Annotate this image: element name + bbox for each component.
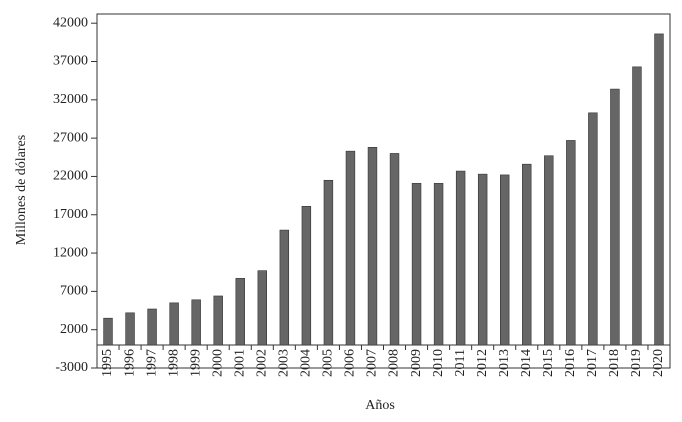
x-tick-label: 2001 [232,349,247,377]
x-tick-label: 2019 [629,349,644,377]
x-tick-label: 2006 [343,349,358,377]
x-tick-label: 2013 [497,349,512,377]
bar [433,183,444,346]
y-tick-label: 32000 [53,92,88,107]
y-tick-label: 2000 [60,322,88,337]
y-tick-label: 7000 [60,284,88,299]
x-tick-label: 2018 [607,349,622,377]
bar [500,174,510,346]
x-tick-label: 2011 [453,349,468,376]
bar [610,88,620,346]
x-tick-label: 1998 [166,349,181,377]
x-tick-label: 2007 [365,349,380,377]
bar [455,170,466,346]
x-tick-label: 1999 [188,349,203,377]
bar [279,229,290,346]
x-tick-label: 2005 [321,349,336,377]
x-tick-label: 2012 [475,349,490,377]
y-tick-label: -3000 [55,360,88,375]
x-tick-label: 1995 [100,349,115,377]
bar [389,153,400,346]
bar [191,299,201,346]
bar [345,150,356,346]
bar [566,140,576,346]
bar [522,163,532,346]
x-tick-label: 2010 [431,349,446,377]
x-tick-label: 2003 [277,349,292,377]
x-tick-label: 2000 [210,349,225,377]
bar [147,308,157,346]
plot-frame [96,13,671,369]
bar [544,155,554,346]
x-tick-label: 2015 [541,349,556,377]
bar [323,179,334,346]
y-tick-label: 17000 [53,207,88,222]
x-tick-label: 2008 [387,349,402,377]
bar [301,206,312,346]
x-tick-label: 2017 [585,349,600,377]
bar [257,270,267,346]
x-tick-label: 2016 [563,349,578,377]
bar [103,317,113,346]
bar [235,278,245,346]
bar [169,302,179,346]
y-axis-title: Millones de dólares [14,135,29,245]
bar [654,33,664,346]
bar [367,147,378,346]
bar [588,112,598,346]
x-tick-label: 2004 [299,349,314,377]
y-tick-label: 12000 [53,245,88,260]
x-tick-label: 2014 [519,349,534,377]
x-axis-title: Años [365,398,395,413]
x-tick-label: 2020 [651,349,666,377]
bar [125,312,135,346]
x-tick-label: 2002 [255,349,270,377]
y-tick-label: 27000 [53,130,88,145]
bar [477,173,488,346]
x-tick-label: 1997 [144,349,159,377]
x-tick-label: 2009 [409,349,424,377]
y-tick-label: 37000 [53,54,88,69]
y-tick-label: 22000 [53,169,88,184]
y-tick-label: 42000 [53,15,88,30]
bar [411,183,422,346]
bar [632,66,642,346]
bar [213,295,223,346]
x-tick-label: 1996 [122,349,137,377]
